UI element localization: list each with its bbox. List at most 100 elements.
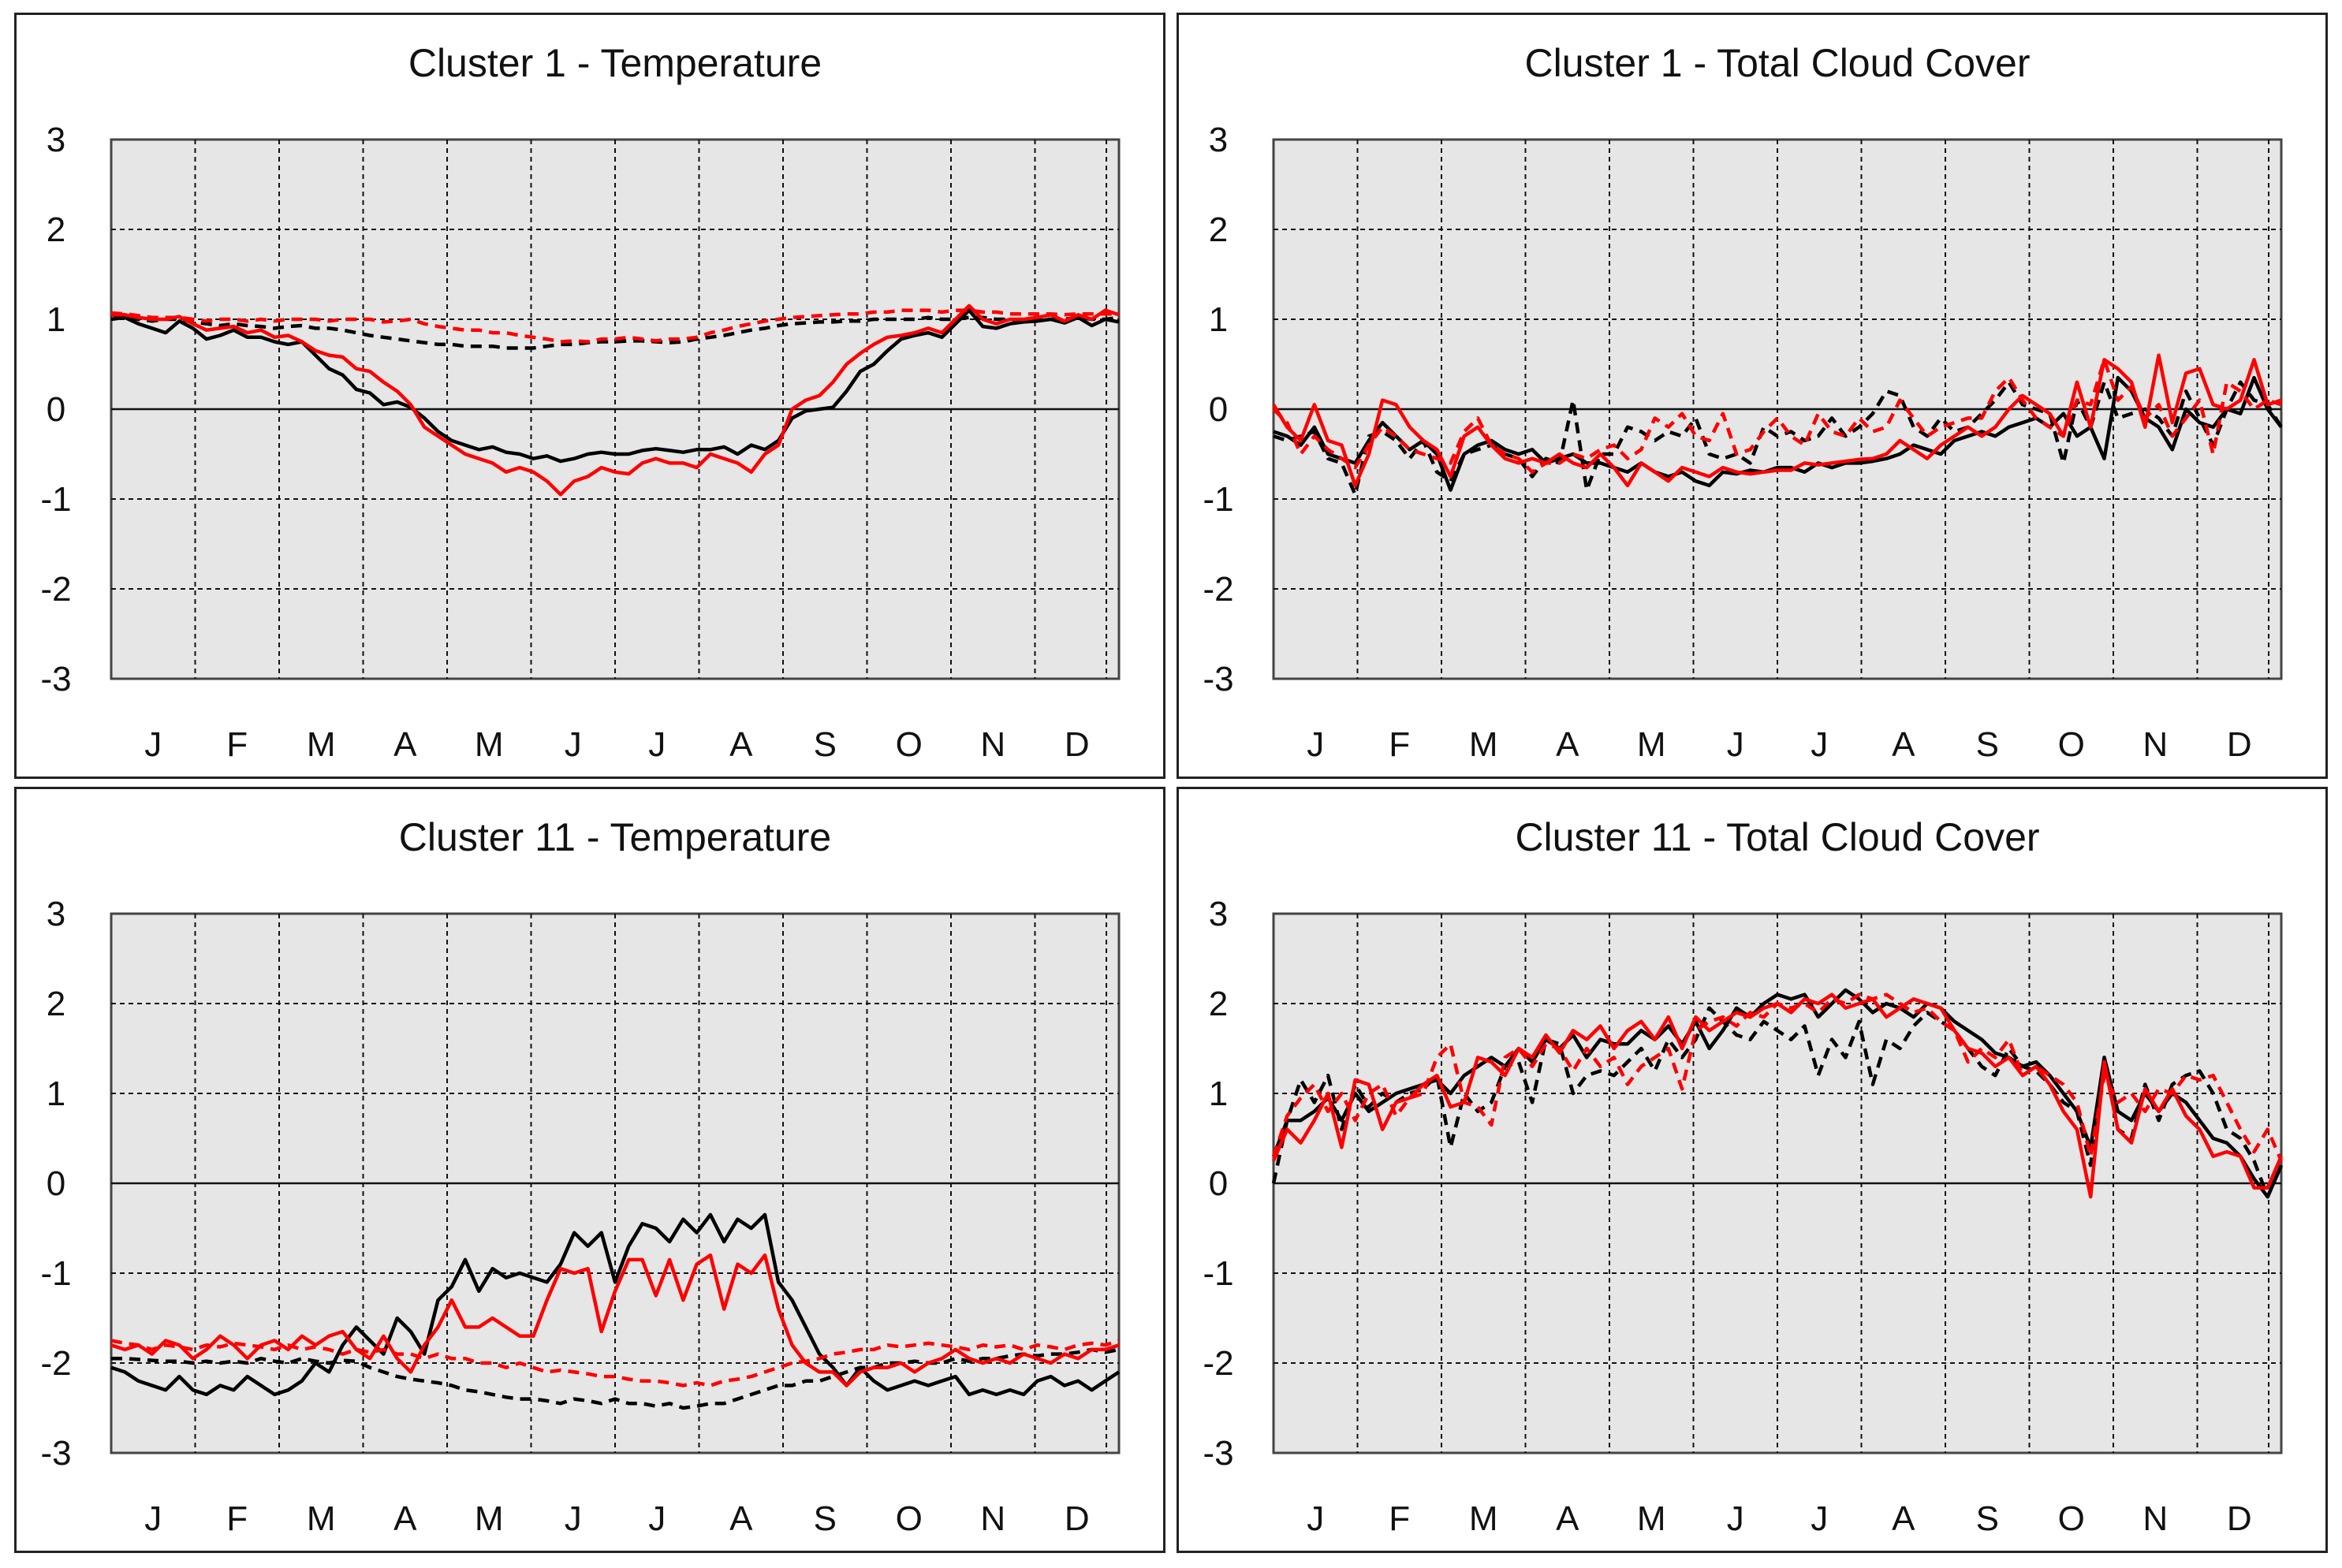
x-tick-label: A [729,725,753,764]
y-tick-label: 0 [47,1164,65,1203]
y-tick-label: 3 [47,121,65,159]
x-tick-label: M [1637,725,1666,764]
x-tick-label: S [1976,1499,1999,1538]
y-tick-label: 2 [1209,210,1228,249]
x-tick-label: A [729,1499,753,1538]
x-tick-label: F [226,1499,248,1538]
x-tick-label: F [1389,1499,1410,1538]
x-tick-label: A [393,725,417,764]
panel-cluster1-cloud: Cluster 1 - Total Cloud Cover 3 2 1 0 -1 -2 -3 J… [1177,13,2328,779]
series-line-black-dashed [1271,1006,2284,1199]
x-tick-label: J [1307,725,1324,764]
series-line-black-dashed [111,1347,1120,1410]
chart-title: Cluster 11 - Temperature [399,815,831,859]
x-tick-label: D [2227,1499,2252,1538]
x-tick-label: J [144,725,162,764]
x-tick-label: D [2227,725,2252,764]
x-tick-label: J [1811,1499,1828,1538]
y-tick-label: 0 [1209,1164,1228,1203]
chart-svg: Cluster 11 - Total Cloud Cover 3 2 1 0 -1 -2 -3… [1203,815,2284,1538]
y-tick-label: -1 [1203,1254,1233,1293]
chart-svg: Cluster 11 - Temperature 3 2 1 0 -1 -2 -3 J F M A M J… [40,815,1121,1538]
series-line-black-dashed [1273,380,2283,497]
panel-cluster11-cloud: Cluster 11 - Total Cloud Cover 3 2 1 0 -1 -2 -3… [1177,787,2328,1553]
x-tick-label: M [475,725,504,764]
x-tick-label: A [393,1499,417,1538]
x-tick-label: A [1892,725,1915,764]
y-tick-label: 1 [47,1075,65,1113]
y-tick-label: -3 [1203,1434,1233,1473]
x-tick-label: M [1637,1499,1666,1538]
series-line-red-dashed [110,308,1119,344]
x-tick-label: M [307,725,336,764]
y-tick-label: -1 [40,480,71,519]
series-line-red-dashed [1271,993,2284,1162]
y-tick-label: -3 [40,1434,71,1473]
y-tick-label: -3 [40,660,71,698]
x-tick-label: J [565,725,582,764]
series-line-black-solid [110,1212,1121,1397]
x-tick-label: J [144,1499,162,1538]
x-tick-label: A [1556,725,1579,764]
y-tick-label: 2 [47,210,65,249]
y-tick-label: 2 [47,985,65,1023]
x-tick-label: M [475,1499,504,1538]
y-tick-label: -2 [40,570,71,609]
y-tick-label: -2 [40,1344,71,1383]
y-tick-label: -1 [1203,480,1233,519]
y-tick-label: 1 [1209,1075,1228,1113]
x-tick-label: J [1727,725,1744,764]
y-tick-label: 1 [1209,300,1228,339]
chart-title: Cluster 1 - Temperature [408,41,822,85]
chart-title: Cluster 1 - Total Cloud Cover [1524,41,2030,85]
x-tick-label: J [1307,1499,1324,1538]
x-tick-label: S [814,725,837,764]
chart-svg: Cluster 1 - Temperature 3 2 1 0 -1 -2 -3 J F M A M J J… [40,41,1121,764]
y-tick-label: -3 [1203,660,1233,698]
chart-svg: Cluster 1 - Total Cloud Cover 3 2 1 0 -1 -2 -3 J… [1203,41,2283,764]
x-tick-label: O [896,725,923,764]
x-tick-label: A [1892,1499,1915,1538]
series-line-red-dashed [1272,358,2282,475]
y-tick-label: -1 [40,1254,71,1293]
x-tick-label: D [1065,1499,1090,1538]
y-tick-label: 2 [1209,985,1228,1023]
y-tick-label: 3 [1209,121,1228,159]
x-tick-label: N [980,725,1005,764]
y-tick-label: 1 [47,300,65,339]
series-line-black-dashed [110,313,1120,350]
y-tick-label: 0 [1209,390,1228,429]
x-tick-label: A [1556,1499,1579,1538]
x-tick-label: J [565,1499,582,1538]
y-tick-label: -2 [1203,1344,1233,1383]
series-line-red-solid [111,304,1120,497]
x-tick-label: O [896,1499,923,1538]
series-line-red-solid [110,1253,1120,1387]
y-tick-label: 0 [47,390,65,429]
x-tick-label: J [1811,725,1828,764]
series-line-black-solid [1273,375,2283,492]
x-tick-label: M [307,1499,336,1538]
x-tick-label: S [814,1499,837,1538]
x-tick-label: M [1469,725,1498,764]
x-tick-label: N [980,1499,1005,1538]
x-tick-label: S [1976,725,1999,764]
series-line-black-solid [110,308,1120,464]
x-tick-label: J [1727,1499,1744,1538]
x-tick-label: D [1065,725,1090,764]
x-tick-label: O [2058,725,2085,764]
x-tick-label: J [648,725,666,764]
panel-cluster1-temperature: Cluster 1 - Temperature 3 2 1 0 -1 -2 -3 J F M A M J J… [14,13,1165,779]
chart-title: Cluster 11 - Total Cloud Cover [1515,815,2039,859]
x-tick-label: O [2058,1499,2085,1538]
y-tick-label: 3 [47,895,65,933]
x-tick-label: N [2142,1499,2168,1538]
panel-cluster11-temperature: Cluster 11 - Temperature 3 2 1 0 -1 -2 -3 J F M A M J… [14,787,1165,1553]
x-tick-label: N [2142,725,2168,764]
y-tick-label: -2 [1203,570,1233,609]
x-tick-label: M [1469,1499,1498,1538]
x-tick-label: F [226,725,248,764]
series-line-red-dashed [110,1339,1120,1387]
y-tick-label: 3 [1209,895,1228,933]
x-tick-label: F [1389,725,1410,764]
